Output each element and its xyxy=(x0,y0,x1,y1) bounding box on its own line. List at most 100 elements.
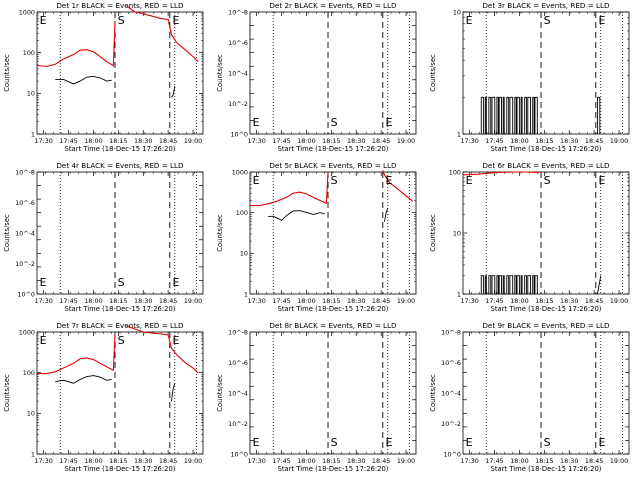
x-axis-label: Start Time (18-Dec-15 17:26:20) xyxy=(65,305,176,313)
y-tick-label: 10^-2 xyxy=(441,420,461,428)
x-tick-label: 18:15 xyxy=(535,457,553,465)
x-tick-label: 17:30 xyxy=(247,297,265,305)
plot-frame xyxy=(36,11,204,135)
y-axis-label: Counts/sec xyxy=(3,374,11,412)
x-axis-ticks xyxy=(43,12,195,134)
y-axis-ticks xyxy=(250,171,416,295)
x-tick-label: 18:00 xyxy=(84,457,102,465)
y-tick-label: 10^-4 xyxy=(228,389,248,397)
x-axis-ticks xyxy=(43,332,195,454)
x-tick-label: 17:30 xyxy=(34,137,52,145)
panel-title: Det 5r BLACK = Events, RED = LLD xyxy=(269,161,397,170)
x-tick-label: 18:15 xyxy=(109,137,127,145)
x-axis-label: Start Time (18-Dec-15 17:26:20) xyxy=(278,305,389,313)
marker-label-e: E xyxy=(253,436,260,449)
x-tick-label: 18:30 xyxy=(347,137,365,145)
y-tick-label: 1000 xyxy=(19,8,35,16)
x-tick-label: 18:45 xyxy=(372,457,390,465)
x-tick-label: 18:15 xyxy=(535,137,553,145)
x-axis-label: Start Time (18-Dec-15 17:26:20) xyxy=(65,465,176,473)
x-tick-label: 17:30 xyxy=(460,137,478,145)
marker-label-e: E xyxy=(40,14,47,27)
y-tick-label: 10^-4 xyxy=(15,229,35,237)
y-tick-label: 10^0 xyxy=(443,450,461,458)
series-line-events xyxy=(597,275,602,295)
y-axis-label: Counts/sec xyxy=(216,54,224,92)
y-tick-label: 1000 xyxy=(19,328,35,336)
panel-title: Det 9r BLACK = Events, RED = LLD xyxy=(482,321,610,330)
x-axis-label: Start Time (18-Dec-15 17:26:20) xyxy=(491,465,602,473)
series-line-lld xyxy=(382,170,414,202)
plot-frame xyxy=(462,11,630,135)
x-tick-label: 18:00 xyxy=(84,137,102,145)
x-tick-label: 17:30 xyxy=(460,297,478,305)
panel-det-3r: Det 3r BLACK = Events, RED = LLD 1 10 Count… xyxy=(429,1,630,153)
x-tick-label: 18:30 xyxy=(347,297,365,305)
x-tick-label: 18:30 xyxy=(134,457,152,465)
y-tick-label: 10^0 xyxy=(17,290,35,298)
x-tick-label: 18:15 xyxy=(322,137,340,145)
x-tick-label: 17:45 xyxy=(272,297,290,305)
x-tick-label: 17:30 xyxy=(247,137,265,145)
x-tick-label: 18:30 xyxy=(560,137,578,145)
marker-label-e: E xyxy=(466,174,473,187)
marker-label-e: E xyxy=(598,14,605,27)
marker-label-s: S xyxy=(331,436,338,449)
y-axis-label: Counts/sec xyxy=(3,54,11,92)
x-tick-label: 18:00 xyxy=(510,137,528,145)
marker-label-s: S xyxy=(331,174,338,187)
panel-det-6r: Det 6r BLACK = Events, RED = LLD 1 10 100 Co… xyxy=(429,161,630,313)
y-tick-label: 10^-4 xyxy=(441,389,461,397)
x-tick-label: 17:45 xyxy=(485,457,503,465)
x-tick-label: 18:00 xyxy=(84,297,102,305)
y-tick-label: 10^0 xyxy=(230,450,248,458)
y-tick-label: 10 xyxy=(27,410,35,418)
panel-title: Det 6r BLACK = Events, RED = LLD xyxy=(482,161,610,170)
x-tick-label: 17:30 xyxy=(247,457,265,465)
y-axis-label: Counts/sec xyxy=(429,374,437,412)
x-tick-label: 17:45 xyxy=(485,137,503,145)
x-tick-label: 18:15 xyxy=(535,297,553,305)
x-tick-label: 17:45 xyxy=(272,137,290,145)
marker-label-e: E xyxy=(466,436,473,449)
y-axis-ticks xyxy=(37,11,203,135)
series-line-events xyxy=(171,383,176,402)
x-axis-label: Start Time (18-Dec-15 17:26:20) xyxy=(491,145,602,153)
x-tick-label: 17:45 xyxy=(485,297,503,305)
y-axis-label: Counts/sec xyxy=(216,214,224,252)
y-tick-label: 1 xyxy=(31,450,35,458)
series-line-events xyxy=(55,375,112,384)
x-tick-label: 18:45 xyxy=(372,297,390,305)
y-tick-label: 10 xyxy=(240,250,248,258)
marker-label-e: E xyxy=(466,14,473,27)
series-line-events xyxy=(384,207,389,222)
marker-label-e: E xyxy=(253,116,260,129)
panel-det-4r: Det 4r BLACK = Events, RED = LLD 10^0 10^-… xyxy=(3,161,204,313)
panel-det-7r: Det 7r BLACK = Events, RED = LLD 1 10 100 10… xyxy=(3,321,204,473)
y-tick-label: 10^-6 xyxy=(228,359,248,367)
y-tick-label: 100 xyxy=(23,49,35,57)
y-axis-ticks xyxy=(250,11,416,135)
series-line-lld xyxy=(462,171,540,176)
x-axis-label: Start Time (18-Dec-15 17:26:20) xyxy=(278,465,389,473)
y-axis-ticks xyxy=(463,331,629,455)
x-tick-label: 18:15 xyxy=(109,457,127,465)
x-tick-label: 17:30 xyxy=(34,457,52,465)
x-tick-label: 19:00 xyxy=(184,457,202,465)
marker-label-e: E xyxy=(598,436,605,449)
panel-title: Det 2r BLACK = Events, RED = LLD xyxy=(269,1,397,10)
x-tick-label: 18:45 xyxy=(159,457,177,465)
y-tick-label: 10^-6 xyxy=(15,199,35,207)
y-tick-label: 1000 xyxy=(232,168,248,176)
x-tick-label: 18:30 xyxy=(134,137,152,145)
x-axis-ticks xyxy=(256,172,408,294)
x-axis-ticks xyxy=(469,332,621,454)
x-tick-label: 18:15 xyxy=(322,297,340,305)
x-tick-label: 18:45 xyxy=(159,297,177,305)
y-tick-label: 10^-2 xyxy=(15,260,35,268)
x-tick-label: 18:30 xyxy=(134,297,152,305)
marker-label-e: E xyxy=(40,334,47,347)
y-tick-label: 100 xyxy=(236,209,248,217)
y-tick-label: 1 xyxy=(31,130,35,138)
